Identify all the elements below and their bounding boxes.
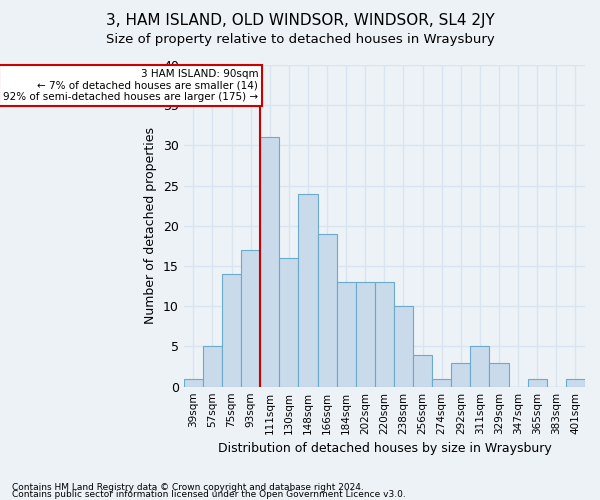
Bar	[490, 362, 509, 386]
Bar	[279, 258, 298, 386]
Bar	[222, 274, 241, 386]
Bar	[317, 234, 337, 386]
Bar	[241, 250, 260, 386]
Bar	[527, 378, 547, 386]
Bar	[413, 354, 432, 386]
Y-axis label: Number of detached properties: Number of detached properties	[145, 128, 157, 324]
Bar	[432, 378, 451, 386]
Bar	[566, 378, 585, 386]
Bar	[394, 306, 413, 386]
Bar	[298, 194, 317, 386]
Bar	[356, 282, 375, 387]
Bar	[203, 346, 222, 387]
Text: 3, HAM ISLAND, OLD WINDSOR, WINDSOR, SL4 2JY: 3, HAM ISLAND, OLD WINDSOR, WINDSOR, SL4…	[106, 12, 494, 28]
Bar	[470, 346, 490, 387]
Bar	[260, 138, 279, 386]
Text: 3 HAM ISLAND: 90sqm
← 7% of detached houses are smaller (14)
92% of semi-detache: 3 HAM ISLAND: 90sqm ← 7% of detached hou…	[3, 69, 258, 102]
Text: Contains HM Land Registry data © Crown copyright and database right 2024.: Contains HM Land Registry data © Crown c…	[12, 484, 364, 492]
Bar	[375, 282, 394, 387]
Bar	[184, 378, 203, 386]
Bar	[451, 362, 470, 386]
Text: Size of property relative to detached houses in Wraysbury: Size of property relative to detached ho…	[106, 32, 494, 46]
X-axis label: Distribution of detached houses by size in Wraysbury: Distribution of detached houses by size …	[218, 442, 551, 455]
Bar	[337, 282, 356, 387]
Text: Contains public sector information licensed under the Open Government Licence v3: Contains public sector information licen…	[12, 490, 406, 499]
